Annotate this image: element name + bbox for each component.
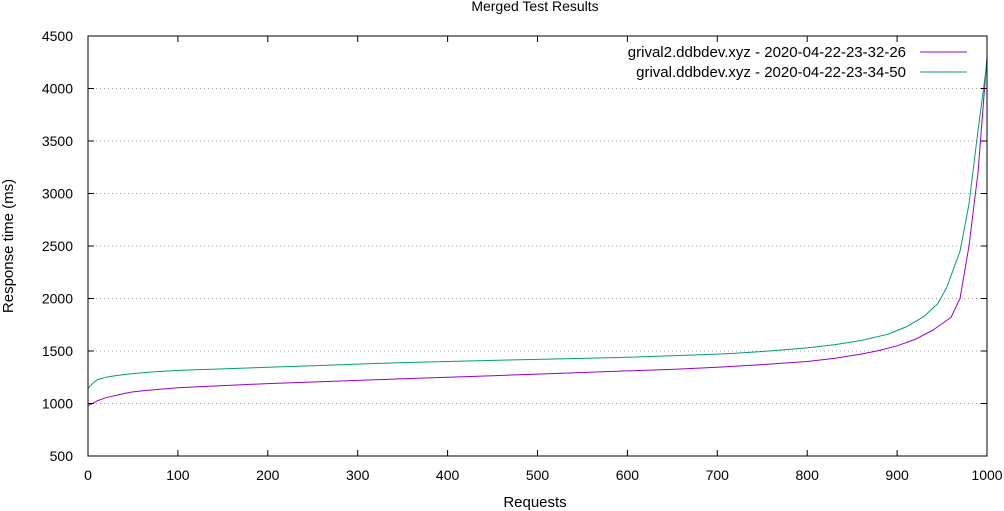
x-tick-label: 300: [346, 467, 370, 483]
x-tick-label: 100: [166, 467, 190, 483]
x-tick-label: 200: [256, 467, 280, 483]
y-axis-label: Response time (ms): [0, 179, 17, 313]
y-tick-label: 1500: [42, 343, 73, 359]
y-tick-label: 3500: [42, 133, 73, 149]
x-tick-label: 400: [436, 467, 460, 483]
x-tick-label: 600: [616, 467, 640, 483]
y-tick-label: 4000: [42, 81, 73, 97]
series-line-1: [87, 56, 988, 407]
y-tick-label: 500: [50, 448, 74, 464]
y-tick-label: 4500: [42, 28, 73, 44]
x-tick-label: 900: [885, 467, 909, 483]
legend: grival2.ddbdev.xyz - 2020-04-22-23-32-26…: [628, 44, 967, 81]
y-tick-label: 1000: [42, 396, 73, 412]
legend-label-series-1: grival2.ddbdev.xyz - 2020-04-22-23-32-26: [628, 44, 906, 61]
series-layer: [87, 56, 988, 407]
x-axis-tick-labels: 0 100 200 300 400 500 600 700 800 900 1000: [84, 467, 1003, 483]
x-tick-label: 1000: [971, 467, 1002, 483]
chart-title: Merged Test Results: [471, 0, 598, 14]
x-tick-label: 500: [526, 467, 550, 483]
x-tick-label: 700: [706, 467, 730, 483]
legend-label-series-2: grival.ddbdev.xyz - 2020-04-22-23-34-50: [636, 64, 906, 81]
series-line-2: [87, 62, 988, 389]
x-axis-label: Requests: [503, 494, 566, 511]
y-tick-label: 3000: [42, 186, 73, 202]
x-tick-label: 800: [796, 467, 820, 483]
y-tick-label: 2000: [42, 291, 73, 307]
x-tick-label: 0: [84, 467, 92, 483]
axis-ticks: [87, 35, 988, 457]
y-axis-tick-labels: 500 1000 1500 2000 2500 3000 3500 4000 4500: [42, 28, 73, 464]
y-tick-label: 2500: [42, 238, 73, 254]
